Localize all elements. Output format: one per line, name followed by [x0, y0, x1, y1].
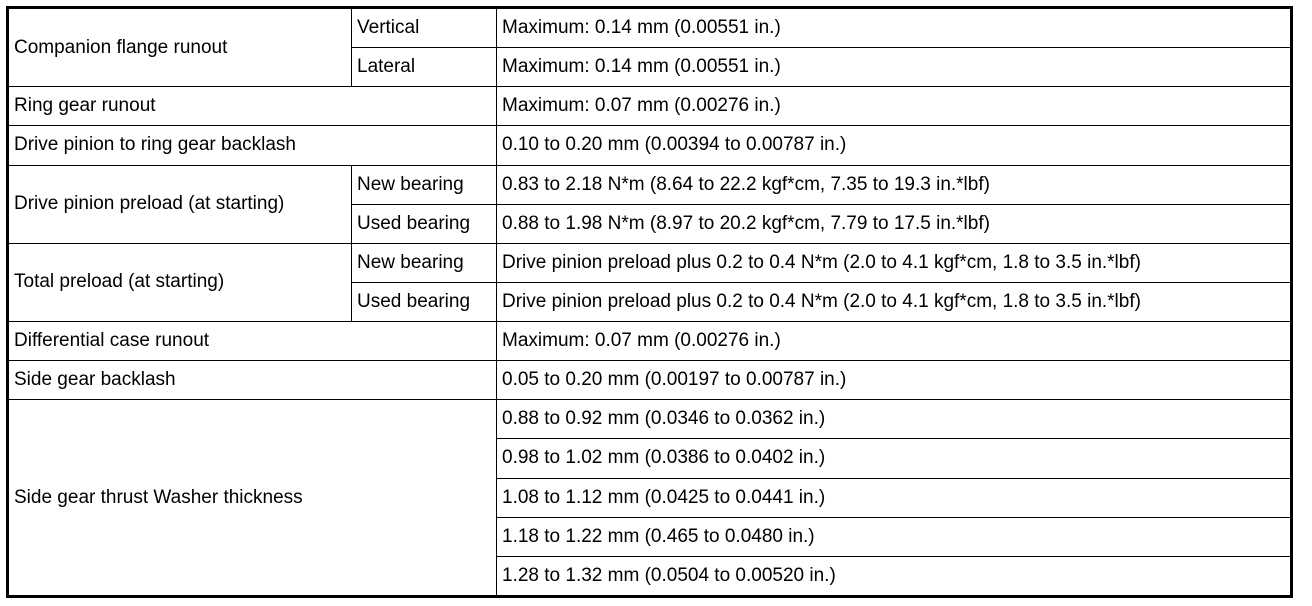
spec: Drive pinion preload plus 0.2 to 0.4 N*m…: [496, 242, 1292, 283]
item: Ring gear runout: [7, 86, 497, 127]
spec: 1.08 to 1.12 mm (0.0425 to 0.0441 in.): [496, 477, 1292, 518]
item: Side gear backlash: [7, 360, 497, 401]
table-row: Differential case runout Maximum: 0.07 mm…: [7, 321, 1292, 362]
item: Total preload (at starting): [7, 242, 352, 323]
condition: New bearing: [351, 242, 497, 283]
table-row: Ring gear runout Maximum: 0.07 mm (0.0027…: [7, 86, 1292, 127]
spec: Maximum: 0.07 mm (0.00276 in.): [496, 321, 1292, 362]
spec: 0.10 to 0.20 mm (0.00394 to 0.00787 in.): [496, 125, 1292, 166]
table-row: Drive pinion preload (at starting) New be…: [7, 164, 1292, 244]
condition: Vertical: [351, 6, 497, 49]
table-row: 1.08 to 1.12 mm (0.0425 to 0.0441 in.): [8, 477, 1292, 518]
table-row: Used bearing Drive pinion preload plus 0.…: [8, 281, 1292, 323]
item: Differential case runout: [7, 321, 497, 362]
condition: New bearing: [351, 164, 497, 205]
spec: 1.18 to 1.22 mm (0.465 to 0.0480 in.): [496, 516, 1292, 557]
spec: Maximum: 0.14 mm (0.00551 in.): [496, 6, 1292, 49]
spec: 0.83 to 2.18 N*m (8.64 to 22.2 kgf*cm, 7…: [496, 164, 1292, 205]
item: Drive pinion to ring gear backlash: [7, 125, 497, 166]
table-row: Drive pinion to ring gear backlash 0.10 t…: [7, 125, 1292, 166]
table-row: 0.98 to 1.02 mm (0.0386 to 0.0402 in.): [8, 438, 1292, 479]
item: Drive pinion preload (at starting): [7, 164, 352, 244]
spec: Maximum: 0.14 mm (0.00551 in.): [496, 47, 1292, 88]
table-row: Total preload (at starting) New bearing Dr…: [7, 242, 1292, 323]
condition: Used bearing: [351, 281, 497, 323]
spec: 0.88 to 0.92 mm (0.0346 to 0.0362 in.): [496, 399, 1292, 440]
table-row: 1.18 to 1.22 mm (0.465 to 0.0480 in.): [8, 516, 1292, 557]
table-row: Side gear thrust Washer thickness 0.88 to…: [7, 399, 1292, 597]
spec-table: Companion flange runout Vertical Maximum: …: [6, 6, 1293, 598]
table-row: Side gear backlash 0.05 to 0.20 mm (0.001…: [7, 360, 1292, 401]
spec: Drive pinion preload plus 0.2 to 0.4 N*m…: [496, 281, 1292, 323]
item: Companion flange runout: [7, 6, 352, 88]
spec: 0.98 to 1.02 mm (0.0386 to 0.0402 in.): [496, 438, 1292, 479]
table-row: Lateral Maximum: 0.14 mm (0.00551 in.): [8, 47, 1292, 88]
spec: 0.05 to 0.20 mm (0.00197 to 0.00787 in.): [496, 360, 1292, 401]
item: Side gear thrust Washer thickness: [7, 399, 497, 597]
table-row: Used bearing 0.88 to 1.98 N*m (8.97 to 20…: [8, 203, 1292, 244]
condition: Lateral: [351, 47, 497, 88]
table-row: Companion flange runout Vertical Maximum: …: [7, 6, 1292, 88]
spec: Maximum: 0.07 mm (0.00276 in.): [496, 86, 1292, 127]
spec: 1.28 to 1.32 mm (0.0504 to 0.00520 in.): [496, 555, 1292, 598]
spec: 0.88 to 1.98 N*m (8.97 to 20.2 kgf*cm, 7…: [496, 203, 1292, 244]
condition: Used bearing: [351, 203, 497, 244]
table-row: 1.28 to 1.32 mm (0.0504 to 0.00520 in.): [8, 555, 1292, 598]
